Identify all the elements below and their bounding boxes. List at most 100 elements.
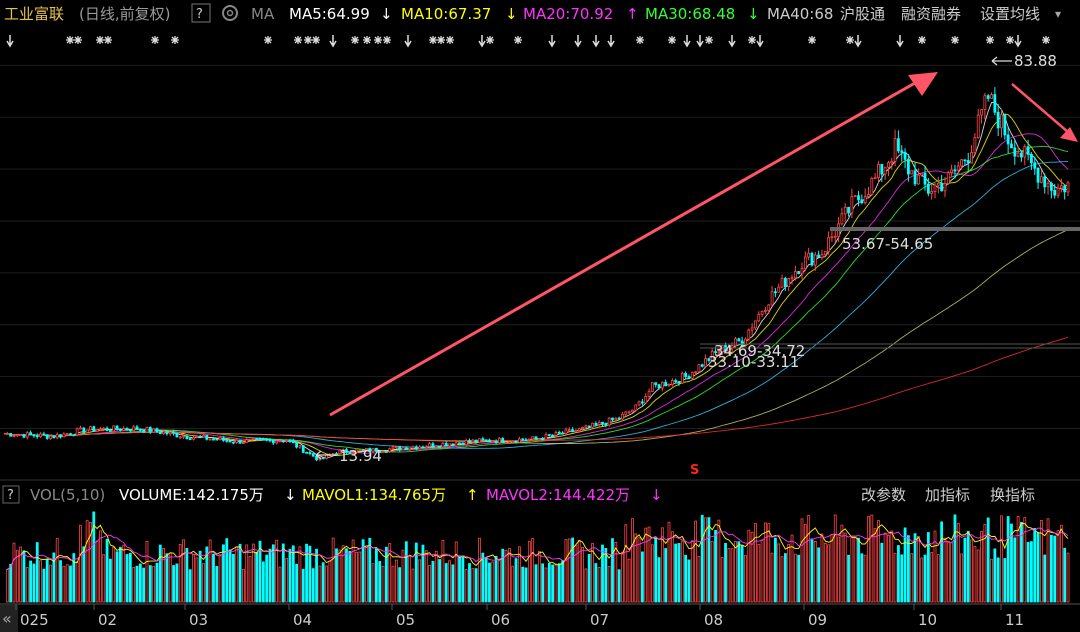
volume-bar[interactable] bbox=[275, 539, 279, 603]
candle-body[interactable] bbox=[504, 442, 508, 444]
candle-body[interactable] bbox=[637, 401, 641, 406]
volume-bar[interactable] bbox=[757, 544, 761, 603]
volume-help-box[interactable] bbox=[2, 485, 20, 504]
volume-bar[interactable] bbox=[25, 567, 29, 603]
candle-body[interactable] bbox=[607, 417, 611, 426]
volume-bar[interactable] bbox=[178, 544, 182, 603]
volume-bar[interactable] bbox=[634, 533, 638, 603]
candle-body[interactable] bbox=[717, 351, 721, 354]
event-star-icon[interactable] bbox=[429, 36, 437, 44]
volume-bar[interactable] bbox=[581, 547, 584, 603]
candle-body[interactable] bbox=[946, 172, 950, 184]
volume-bar[interactable] bbox=[717, 519, 721, 603]
candle-body[interactable] bbox=[335, 453, 338, 456]
volume-bar[interactable] bbox=[677, 543, 681, 603]
candle-body[interactable] bbox=[767, 304, 771, 311]
volume-bar[interactable] bbox=[511, 565, 515, 603]
candle-body[interactable] bbox=[574, 430, 578, 433]
volume-bar[interactable] bbox=[517, 546, 521, 603]
volume-bar[interactable] bbox=[1030, 541, 1033, 603]
volume-bar[interactable] bbox=[1023, 517, 1027, 603]
candle-body[interactable] bbox=[667, 384, 671, 387]
candle-body[interactable] bbox=[737, 338, 741, 342]
volume-bar[interactable] bbox=[797, 554, 801, 603]
candle-body[interactable] bbox=[468, 439, 471, 443]
candle-body[interactable] bbox=[498, 437, 501, 444]
volume-bar[interactable] bbox=[288, 548, 292, 603]
candle-body[interactable] bbox=[155, 428, 159, 433]
volume-bar[interactable] bbox=[783, 553, 787, 603]
event-arrow-icon[interactable] bbox=[854, 35, 862, 48]
stock-name[interactable]: 工业富联 bbox=[4, 5, 64, 23]
candle-body[interactable] bbox=[238, 439, 242, 444]
volume-bar[interactable] bbox=[22, 550, 26, 603]
candle-body[interactable] bbox=[521, 438, 525, 441]
volume-bar[interactable] bbox=[604, 548, 608, 603]
volume-bar[interactable] bbox=[118, 546, 122, 603]
volume-bar[interactable] bbox=[687, 559, 691, 603]
candle-body[interactable] bbox=[744, 338, 747, 346]
header-link-0[interactable]: 沪股通 bbox=[840, 5, 885, 23]
volume-bar[interactable] bbox=[823, 542, 827, 603]
candle-body[interactable] bbox=[1049, 182, 1053, 191]
candle-body[interactable] bbox=[900, 150, 904, 153]
candle-body[interactable] bbox=[371, 447, 375, 452]
volume-bar[interactable] bbox=[654, 537, 658, 603]
volume-bar[interactable] bbox=[251, 543, 255, 603]
volume-bar[interactable] bbox=[168, 552, 172, 603]
header-link-2[interactable]: 设置均线 bbox=[980, 5, 1040, 23]
volume-bar[interactable] bbox=[631, 518, 634, 603]
volume-bar[interactable] bbox=[308, 545, 312, 603]
candle-body[interactable] bbox=[973, 137, 977, 153]
volume-bar[interactable] bbox=[714, 530, 717, 603]
volume-bar[interactable] bbox=[601, 544, 604, 603]
candle-body[interactable] bbox=[35, 435, 39, 438]
event-star-icon[interactable] bbox=[304, 36, 312, 44]
candle-body[interactable] bbox=[388, 448, 392, 453]
candle-body[interactable] bbox=[591, 422, 594, 428]
candle-body[interactable] bbox=[680, 373, 684, 384]
candle-body[interactable] bbox=[458, 442, 461, 445]
candle-body[interactable] bbox=[251, 437, 255, 440]
event-arrow-icon[interactable] bbox=[592, 35, 600, 48]
scroll-left-icon[interactable]: « bbox=[2, 609, 12, 628]
candle-body[interactable] bbox=[69, 433, 72, 436]
volume-bar[interactable] bbox=[1010, 523, 1013, 603]
volume-bar[interactable] bbox=[793, 553, 797, 603]
volume-bar[interactable] bbox=[820, 533, 824, 603]
volume-bar[interactable] bbox=[508, 548, 511, 603]
candle-body[interactable] bbox=[185, 435, 189, 440]
candle-body[interactable] bbox=[461, 442, 465, 446]
candle-body[interactable] bbox=[770, 291, 774, 306]
candle-body[interactable] bbox=[747, 329, 751, 340]
candle-body[interactable] bbox=[12, 435, 16, 438]
volume-bar[interactable] bbox=[461, 556, 465, 603]
candle-body[interactable] bbox=[1026, 146, 1030, 155]
volume-bar[interactable] bbox=[996, 557, 1000, 603]
candle-body[interactable] bbox=[813, 254, 817, 266]
event-arrow-icon[interactable] bbox=[607, 35, 615, 48]
volume-bar[interactable] bbox=[35, 542, 39, 603]
candle-body[interactable] bbox=[474, 439, 478, 443]
volume-bar[interactable] bbox=[524, 567, 528, 603]
candle-body[interactable] bbox=[351, 452, 355, 455]
volume-bar[interactable] bbox=[109, 558, 112, 603]
volume-bar[interactable] bbox=[478, 537, 481, 603]
volume-bar[interactable] bbox=[19, 546, 23, 603]
volume-bar[interactable] bbox=[720, 557, 724, 603]
candle-body[interactable] bbox=[49, 435, 52, 439]
volume-bar[interactable] bbox=[860, 553, 864, 603]
candle-body[interactable] bbox=[647, 391, 651, 397]
volume-bar[interactable] bbox=[537, 551, 541, 603]
candle-body[interactable] bbox=[843, 206, 847, 215]
candle-body[interactable] bbox=[79, 427, 82, 430]
candle-body[interactable] bbox=[428, 443, 431, 447]
candle-body[interactable] bbox=[205, 435, 209, 440]
volume-bar[interactable] bbox=[215, 566, 219, 603]
volume-bar[interactable] bbox=[624, 524, 628, 603]
volume-bar[interactable] bbox=[32, 563, 36, 603]
candle-body[interactable] bbox=[9, 433, 13, 437]
volume-bar[interactable] bbox=[564, 539, 568, 603]
candle-body[interactable] bbox=[887, 162, 890, 168]
candle-body[interactable] bbox=[1013, 147, 1017, 157]
